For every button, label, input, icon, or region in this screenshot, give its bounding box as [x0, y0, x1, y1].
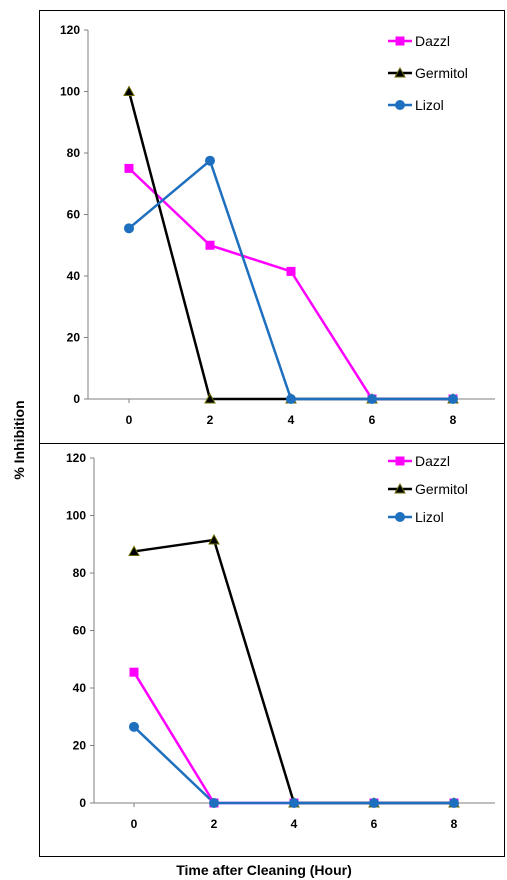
top-dazzl-line: [128, 167, 453, 401]
top-dazzl-point: [286, 266, 296, 276]
bottom-lizol-point: [289, 798, 299, 808]
top-x-tick-label: 4: [288, 413, 295, 427]
bottom-legend-dazzl-label: Dazzl: [415, 453, 450, 469]
top-y-tick-label: 120: [60, 23, 80, 37]
top-lizol-point: [124, 223, 134, 234]
top-y-tick-label: 40: [67, 269, 81, 283]
top-y-tick-label: 20: [67, 331, 81, 345]
y-axis-label: % Inhibition: [11, 400, 27, 479]
bottom-x-tick-label: 4: [291, 817, 298, 831]
bottom-lizol-point: [129, 721, 139, 732]
bottom-x-tick-label: 8: [451, 817, 458, 831]
top-germitol-line: [127, 91, 453, 401]
top-x-tick-label: 0: [126, 413, 133, 427]
bottom-x-tick-label: 2: [211, 817, 218, 831]
bottom-germitol-point: [128, 545, 140, 556]
top-legend-dazzl-marker: [395, 36, 405, 46]
bottom-legend-germitol-label: Germitol: [415, 481, 468, 497]
top-x-tick-label: 2: [207, 413, 214, 427]
bottom-chart-legend: Dazzl Germitol Lizol: [388, 453, 468, 525]
top-chart: 0 20 40 60 80 100 120 0 2 4 6 8 Dazzl Germitol Lizol: [60, 23, 495, 427]
bottom-y-tick-label: 40: [73, 681, 87, 695]
bottom-x-tick-label: 0: [131, 817, 138, 831]
top-x-tick-label: 6: [369, 413, 376, 427]
bottom-legend-dazzl-marker: [395, 456, 405, 466]
bottom-dazzl-line: [132, 671, 454, 805]
top-legend-germitol-marker: [394, 66, 406, 78]
top-legend-germitol-label: Germitol: [415, 65, 468, 81]
top-dazzl-point: [205, 240, 215, 250]
top-lizol-point: [367, 394, 377, 404]
bottom-x-tick-label: 6: [371, 817, 378, 831]
bottom-chart-frame: [39, 443, 505, 857]
top-germitol-point: [123, 85, 135, 96]
top-chart-legend: Dazzl Germitol Lizol: [388, 33, 468, 113]
top-y-tick-label: 80: [67, 146, 81, 160]
bottom-lizol-point: [209, 798, 219, 808]
top-chart-series: [123, 85, 459, 404]
bottom-dazzl-point: [129, 667, 139, 677]
top-y-tick-label: 0: [73, 392, 80, 406]
bottom-germitol-point: [208, 533, 220, 545]
bottom-lizol-point: [449, 798, 459, 808]
top-x-tick-label: 8: [450, 413, 457, 427]
bottom-y-tick-label: 60: [73, 624, 87, 638]
top-lizol-point: [286, 394, 296, 404]
top-lizol-point: [448, 394, 458, 404]
top-lizol-point: [205, 155, 215, 166]
bottom-y-tick-label: 100: [66, 509, 86, 523]
bottom-germitol-line: [133, 538, 454, 805]
top-legend-lizol-marker: [395, 100, 405, 110]
x-axis-label: Time after Cleaning (Hour): [176, 862, 352, 878]
bottom-lizol-line: [133, 725, 454, 805]
bottom-y-tick-label: 20: [73, 739, 87, 753]
top-germitol-point: [204, 392, 216, 404]
bottom-chart-axes: 0 20 40 60 80 100 120 0 2 4 6 8: [66, 451, 495, 831]
top-legend-dazzl-label: Dazzl: [415, 33, 450, 49]
top-chart-axes: 0 20 40 60 80 100 120 0 2 4 6 8: [60, 23, 495, 427]
top-y-tick-label: 100: [60, 85, 80, 99]
bottom-y-tick-label: 120: [66, 451, 86, 465]
bottom-legend-germitol-marker: [394, 482, 406, 494]
bottom-y-tick-label: 0: [79, 796, 86, 810]
bottom-lizol-point: [369, 798, 379, 808]
top-legend-lizol-label: Lizol: [415, 97, 444, 113]
bottom-chart-series: [128, 533, 460, 808]
bottom-y-tick-label: 80: [73, 566, 87, 580]
top-dazzl-point: [124, 163, 134, 173]
bottom-chart: 0 20 40 60 80 100 120 0 2 4 6 8 Dazzl Germitol Lizol: [66, 451, 495, 831]
bottom-legend-lizol-marker: [395, 512, 405, 522]
bottom-legend-lizol-label: Lizol: [415, 509, 444, 525]
top-y-tick-label: 60: [67, 208, 81, 222]
